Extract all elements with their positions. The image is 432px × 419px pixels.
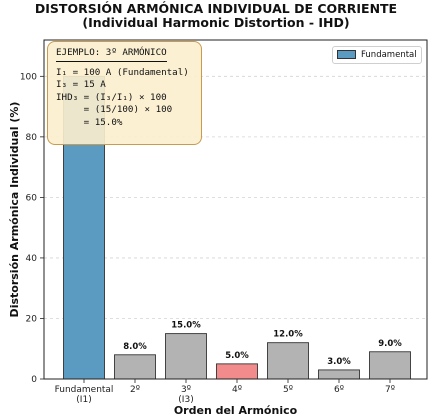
xtick-label-0-sub: (I1) [76,395,91,405]
ytick-label-20: 20 [26,314,38,324]
legend: Fundamental [332,46,422,64]
data-label-3: 5.0% [225,351,249,361]
xtick-label-1: 2º [130,385,140,395]
bar-2 [165,333,207,380]
plot-frame [43,39,428,380]
bar-3 [216,363,258,380]
xtick-label-3: 4º [232,385,242,395]
annotation-line-4: = (15/100) × 100 [56,104,173,115]
ytick-label-80: 80 [26,133,38,143]
legend-label-fundamental: Fundamental [361,50,417,60]
xtick-label-0: Fundamental [55,385,114,395]
ytick-label-100: 100 [20,72,37,82]
bar-6 [369,351,411,380]
example-annotation-box: EJEMPLO: 3º ARMÓNICO I₁ = 100 A (Fundame… [47,41,202,145]
xtick-label-5: 6º [334,385,344,395]
annotation-heading: EJEMPLO: 3º ARMÓNICO [56,47,167,62]
bar-5 [318,369,360,380]
legend-swatch-fundamental [337,50,356,59]
chart-subtitle: (Individual Harmonic Distortion - IHD) [82,15,350,30]
xtick-label-6: 7º [385,385,395,395]
annotation-line-5: = 15.0% [56,116,123,128]
xtick-label-2-sub: (I3) [178,395,193,405]
annotation-line-1: I₁ = 100 A (Fundamental) [56,66,189,78]
annotation-line-3: IHD₃ = (I₃/I₁) × 100 [56,91,167,103]
data-label-2: 15.0% [171,321,201,331]
data-label-4: 12.0% [273,330,303,340]
chart-title: DISTORSIÓN ARMÓNICA INDIVIDUAL DE CORRIE… [34,1,398,16]
ytick-label-40: 40 [26,254,38,264]
x-axis-label: Orden del Armónico [174,404,298,417]
ytick-label-0: 0 [31,375,37,385]
bar-4 [267,342,309,380]
y-axis-label: Distorsión Armónica Individual (%) [8,102,21,318]
data-label-5: 3.0% [327,357,351,367]
data-label-6: 9.0% [378,339,402,349]
xtick-label-2: 3º [181,385,191,395]
ytick-label-60: 60 [26,193,38,203]
data-label-1: 8.0% [123,342,147,352]
bar-1 [114,354,156,380]
annotation-line-2: I₃ = 15 A [56,79,106,90]
xtick-label-4: 5º [283,385,293,395]
